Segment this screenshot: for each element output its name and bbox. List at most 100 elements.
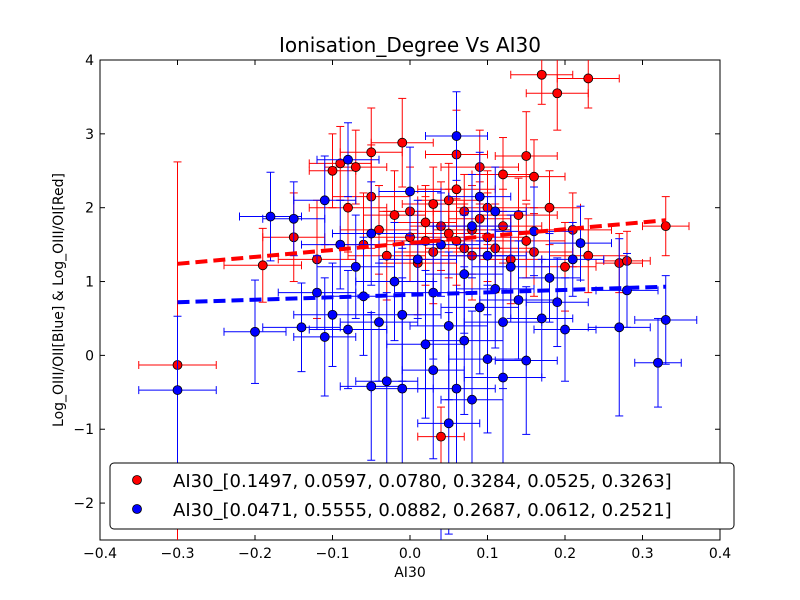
blue-point <box>265 211 276 222</box>
y-tick-label: −2 <box>73 496 94 512</box>
blue-point <box>567 254 578 265</box>
blue-point <box>560 324 570 335</box>
red-point <box>366 147 377 158</box>
blue-point <box>482 354 493 364</box>
red-point <box>420 217 431 228</box>
blue-point <box>521 355 532 366</box>
legend-label-blue: AI30_[0.0471, 0.5555, 0.0882, 0.2687, 0.… <box>173 500 672 521</box>
blue-point <box>296 322 307 333</box>
x-tick-label: 0.4 <box>709 546 731 562</box>
y-tick-label: −1 <box>73 422 94 438</box>
fit-lines <box>177 218 666 305</box>
blue-point <box>172 385 183 395</box>
blue-point <box>482 250 493 261</box>
blue-point <box>467 394 477 405</box>
red-point <box>583 73 594 84</box>
blue-point <box>498 372 508 383</box>
blue-point <box>443 418 454 429</box>
blue-point <box>474 302 485 313</box>
blue-point <box>327 309 338 320</box>
x-tick-label: −0.3 <box>161 546 195 562</box>
y-tick-label: 3 <box>85 127 94 143</box>
blue-point <box>250 326 260 337</box>
blue-point <box>397 309 408 320</box>
blue-point <box>653 357 663 368</box>
red-point <box>335 158 346 169</box>
blue-point <box>498 317 508 328</box>
blue-point <box>490 206 501 217</box>
red-point <box>397 137 408 148</box>
blue-point <box>544 272 555 283</box>
y-tick-label: 1 <box>85 275 94 291</box>
red-point <box>374 224 384 235</box>
y-tick-label: 4 <box>85 53 94 69</box>
blue-point <box>389 276 400 287</box>
red-point <box>428 199 439 209</box>
red-point <box>583 250 594 261</box>
blue-point <box>660 315 671 325</box>
y-axis-label: Log_OIII/OII[Blue] & Log_OIII/OI[Red] <box>51 173 67 427</box>
red-point <box>498 169 508 180</box>
legend-marker-red <box>132 475 142 485</box>
red-point <box>544 202 555 213</box>
x-tick-label: 0.3 <box>631 546 653 562</box>
red-point <box>660 221 671 232</box>
blue-point <box>374 317 384 328</box>
red-point <box>521 151 532 161</box>
blue-point <box>343 324 353 335</box>
x-tick-label: −0.2 <box>238 546 272 562</box>
blue-point <box>312 287 322 298</box>
legend-marker-blue <box>132 504 142 514</box>
blue-point <box>443 320 454 331</box>
x-tick-label: 0.2 <box>554 546 576 562</box>
red-point <box>327 165 338 176</box>
blue-point <box>405 186 415 197</box>
x-axis-label: AI30 <box>394 565 426 581</box>
blue-point <box>319 195 330 206</box>
blue-point <box>366 228 377 239</box>
red-point <box>529 171 539 182</box>
blue-point <box>428 365 439 376</box>
blue-point <box>412 254 423 265</box>
red-point <box>451 184 462 195</box>
red-point <box>436 431 446 442</box>
blue-fit-line <box>177 284 666 305</box>
red-point <box>443 228 454 239</box>
blue-point <box>536 313 547 324</box>
red-point <box>521 236 532 246</box>
red-point <box>513 210 524 220</box>
blue-point <box>451 131 462 141</box>
blue-point <box>552 297 563 308</box>
x-tick-label: −0.4 <box>83 546 117 562</box>
red-point <box>350 162 361 172</box>
blue-point <box>397 383 408 394</box>
legend-box <box>109 462 735 530</box>
blue-point <box>343 154 353 165</box>
x-tick-label: −0.1 <box>316 546 350 562</box>
blue-point <box>505 261 516 272</box>
red-point <box>389 210 400 220</box>
legend: AI30_[0.1497, 0.0597, 0.0780, 0.3284, 0.… <box>109 462 735 530</box>
blue-point <box>467 221 477 232</box>
red-fit-line <box>177 218 666 266</box>
y-tick-label: 2 <box>85 201 94 217</box>
x-tick-label: 0.0 <box>399 546 421 562</box>
red-point <box>552 88 563 99</box>
blue-point <box>420 339 431 350</box>
blue-point <box>474 191 485 202</box>
blue-point <box>459 269 470 280</box>
red-point <box>560 261 570 272</box>
blue-point <box>319 332 330 342</box>
blue-point <box>459 335 470 346</box>
blue-point <box>451 383 462 394</box>
red-point <box>536 69 547 80</box>
legend-label-red: AI30_[0.1497, 0.0597, 0.0780, 0.3284, 0.… <box>173 471 672 492</box>
blue-point <box>614 322 625 333</box>
red-point <box>343 202 353 213</box>
x-tick-label: 0.1 <box>476 546 498 562</box>
y-tick-label: 0 <box>85 348 94 364</box>
red-point <box>381 250 392 261</box>
blue-point <box>513 295 524 305</box>
blue-point <box>350 261 361 272</box>
